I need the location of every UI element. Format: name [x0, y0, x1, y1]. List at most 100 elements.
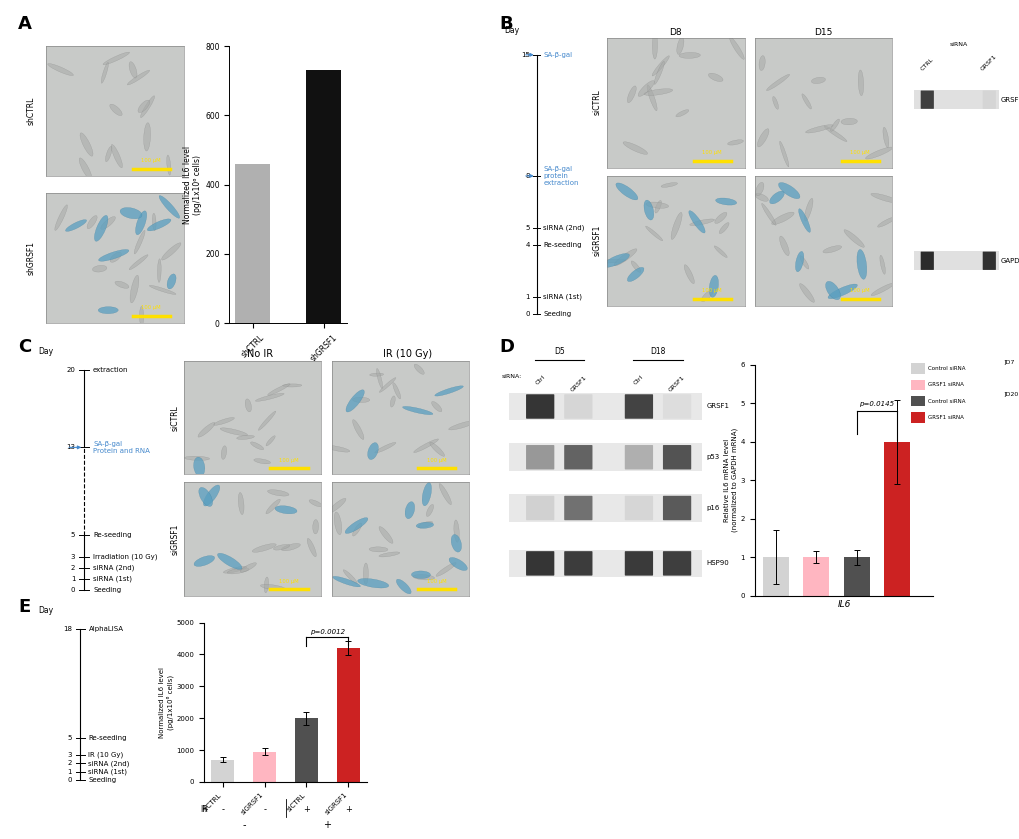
Text: Re-seeding: Re-seeding: [89, 735, 126, 742]
Ellipse shape: [55, 205, 67, 231]
Ellipse shape: [79, 158, 92, 180]
Ellipse shape: [754, 193, 767, 201]
Y-axis label: Relative IL6 mRNA level
(normalized to GAPDH mRNA): Relative IL6 mRNA level (normalized to G…: [723, 428, 737, 533]
Ellipse shape: [411, 571, 430, 579]
Ellipse shape: [332, 576, 360, 587]
Ellipse shape: [765, 75, 789, 91]
Y-axis label: Normalized IL6 level
(pg/1x10⁶ cells): Normalized IL6 level (pg/1x10⁶ cells): [159, 667, 173, 737]
Ellipse shape: [199, 487, 212, 507]
Ellipse shape: [413, 575, 434, 580]
Text: shGRSF1: shGRSF1: [26, 241, 35, 274]
Ellipse shape: [101, 216, 115, 229]
Ellipse shape: [138, 100, 150, 112]
Ellipse shape: [810, 77, 824, 84]
Text: 3: 3: [70, 555, 75, 560]
Text: siCTRL: siCTRL: [592, 90, 601, 115]
Ellipse shape: [755, 182, 763, 195]
Ellipse shape: [643, 200, 653, 220]
Bar: [802, 557, 828, 596]
Text: 100 μM: 100 μM: [142, 305, 161, 310]
FancyBboxPatch shape: [662, 496, 691, 520]
Ellipse shape: [643, 89, 673, 96]
Text: siRNA (2nd): siRNA (2nd): [89, 760, 129, 767]
Ellipse shape: [870, 193, 899, 203]
Text: 13: 13: [66, 445, 75, 451]
FancyBboxPatch shape: [526, 496, 553, 520]
Ellipse shape: [405, 502, 415, 519]
Ellipse shape: [240, 563, 256, 572]
Ellipse shape: [879, 255, 884, 274]
Ellipse shape: [98, 307, 118, 314]
Ellipse shape: [79, 133, 93, 156]
Ellipse shape: [258, 411, 275, 430]
Ellipse shape: [334, 512, 341, 534]
Text: GRSF1 siRNA: GRSF1 siRNA: [927, 383, 963, 388]
Ellipse shape: [129, 255, 148, 270]
Text: Re-seeding: Re-seeding: [543, 242, 581, 248]
Text: 15: 15: [521, 52, 529, 58]
Text: +: +: [323, 821, 331, 831]
Text: ]D20: ]D20: [1003, 391, 1018, 396]
Ellipse shape: [660, 183, 677, 187]
Ellipse shape: [254, 459, 270, 464]
Bar: [508, 393, 701, 420]
Text: 2: 2: [70, 565, 75, 571]
Ellipse shape: [227, 568, 249, 574]
Text: p16: p16: [705, 505, 719, 511]
Ellipse shape: [140, 306, 144, 326]
Ellipse shape: [761, 203, 775, 225]
FancyBboxPatch shape: [981, 91, 995, 109]
Ellipse shape: [167, 274, 176, 289]
Text: siRNA (1st): siRNA (1st): [93, 576, 131, 582]
Text: 18: 18: [63, 626, 72, 633]
Ellipse shape: [729, 37, 744, 60]
Ellipse shape: [823, 126, 846, 142]
Text: Seeding: Seeding: [93, 587, 121, 593]
Text: siRNA (1st): siRNA (1st): [89, 769, 127, 775]
Ellipse shape: [194, 555, 214, 566]
Ellipse shape: [217, 553, 242, 570]
Ellipse shape: [645, 202, 668, 208]
Ellipse shape: [93, 265, 107, 272]
Bar: [508, 550, 701, 577]
Text: 100 μM: 100 μM: [850, 150, 869, 154]
Text: D5: D5: [553, 347, 565, 356]
Ellipse shape: [273, 545, 289, 550]
Ellipse shape: [376, 368, 382, 388]
Ellipse shape: [110, 104, 122, 116]
Title: D8: D8: [668, 28, 682, 37]
Text: IR (10 Gy): IR (10 Gy): [383, 349, 432, 359]
Ellipse shape: [260, 584, 285, 591]
Text: p=0.0012: p=0.0012: [310, 628, 344, 634]
Ellipse shape: [708, 73, 722, 81]
Ellipse shape: [795, 252, 803, 272]
Ellipse shape: [344, 518, 368, 534]
Ellipse shape: [804, 198, 812, 221]
Ellipse shape: [157, 258, 161, 283]
Text: 4: 4: [525, 242, 529, 248]
Ellipse shape: [758, 55, 764, 70]
Ellipse shape: [396, 579, 411, 594]
Ellipse shape: [111, 144, 122, 168]
Ellipse shape: [236, 435, 254, 440]
Ellipse shape: [105, 146, 112, 162]
Text: siGRSF1: siGRSF1: [592, 225, 601, 257]
FancyBboxPatch shape: [625, 394, 652, 419]
Ellipse shape: [307, 539, 316, 557]
Ellipse shape: [856, 249, 866, 279]
Ellipse shape: [688, 211, 704, 233]
Ellipse shape: [438, 483, 451, 505]
Ellipse shape: [801, 94, 811, 109]
Ellipse shape: [161, 242, 180, 260]
Ellipse shape: [627, 86, 636, 102]
Ellipse shape: [267, 490, 288, 496]
Ellipse shape: [65, 220, 87, 232]
Ellipse shape: [220, 428, 248, 435]
Ellipse shape: [127, 70, 150, 85]
Title: D15: D15: [813, 28, 833, 37]
Text: 0: 0: [70, 587, 75, 593]
FancyBboxPatch shape: [625, 445, 652, 470]
FancyBboxPatch shape: [625, 496, 652, 520]
Text: +: +: [344, 805, 352, 814]
Ellipse shape: [309, 500, 322, 507]
